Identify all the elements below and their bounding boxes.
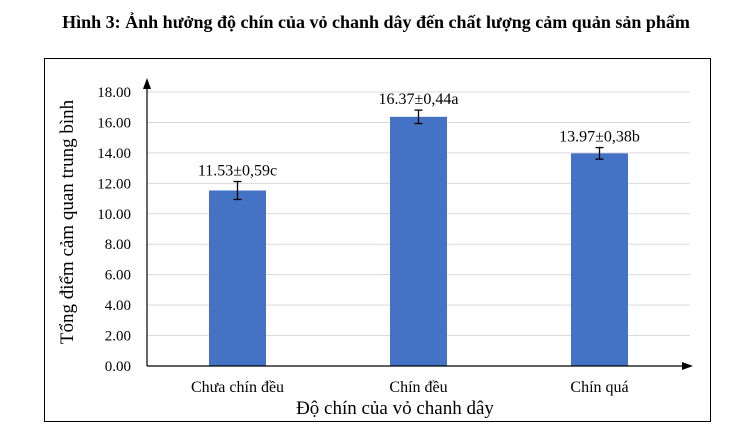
x-tick-label: Chưa chín đều [191,379,284,396]
data-label: 11.53±0,59c [198,163,277,180]
bar-chart: 0.00 2.00 4.00 6.00 8.00 10.00 12.00 14.00 16.00… [57,78,693,419]
chart-frame: 0.00 2.00 4.00 6.00 8.00 10.00 12.00 14.00 16.00… [44,58,711,422]
x-tick-label: Chín đều [389,379,447,396]
y-axis-label: Tổng điểm cảm quan trung bình [57,99,78,344]
y-tick-label: 16.00 [97,115,131,131]
data-label: 16.37±0,44a [379,91,459,108]
bars [209,109,628,366]
y-tick-label: 10.00 [97,207,131,223]
bar [571,153,628,366]
axes [143,78,693,370]
y-tick-label: 0.00 [105,359,131,375]
y-tick-label: 2.00 [105,329,131,345]
x-axis-arrow [682,362,693,370]
data-labels: 11.53±0,59c 16.37±0,44a 13.97±0,38b [198,91,640,179]
tick-labels: 0.00 2.00 4.00 6.00 8.00 10.00 12.00 14.00 16.00… [97,85,628,396]
y-tick-label: 14.00 [97,146,131,162]
data-label: 13.97±0,38b [559,129,640,146]
x-axis-label: Độ chín của vỏ chanh dây [296,398,494,419]
y-tick-label: 6.00 [105,268,131,284]
y-tick-label: 12.00 [97,176,131,192]
bar [209,190,266,366]
y-tick-label: 18.00 [97,85,131,101]
bar [390,116,447,366]
figure-title: Hình 3: Ảnh hưởng độ chín của vỏ chanh d… [62,12,690,32]
y-axis-arrow [143,78,151,89]
y-tick-label: 4.00 [105,298,131,314]
x-tick-label: Chín quá [570,379,628,396]
y-tick-label: 8.00 [105,237,131,253]
